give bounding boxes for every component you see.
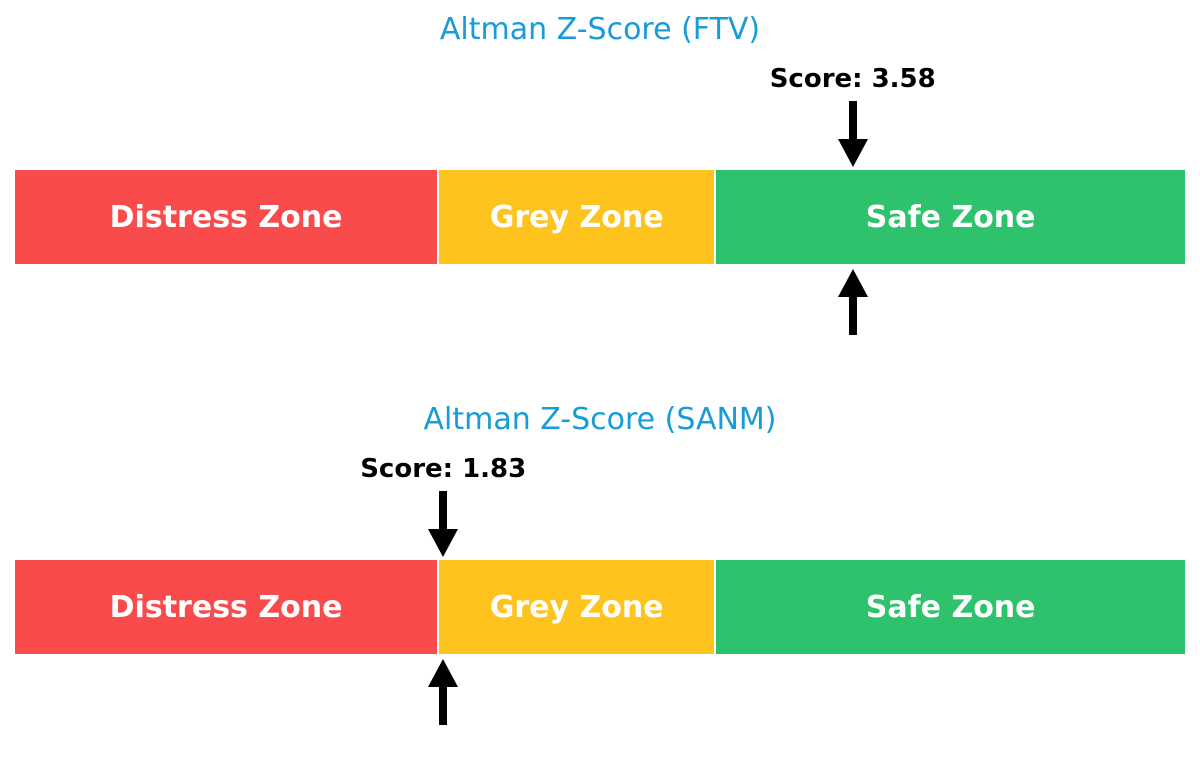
score-up-arrow-icon	[426, 659, 460, 725]
zone-grey-label: Grey Zone	[489, 199, 664, 235]
zone-grey-label: Grey Zone	[489, 589, 664, 625]
score-down-arrow-icon	[836, 101, 870, 167]
score-label: Score: 1.83	[360, 454, 527, 484]
zone-grey: Grey Zone	[439, 170, 715, 264]
chart-title: Altman Z-Score (FTV)	[439, 12, 761, 47]
plot-area: Score: 3.58 Distress Zone Grey Zone Safe…	[15, 48, 1185, 336]
zone-safe-label: Safe Zone	[865, 199, 1036, 235]
arrow-row-above	[15, 98, 1185, 170]
altman-zscore-chart-sanm: Altman Z-Score (SANM) Score: 1.83 Distre…	[0, 336, 1200, 726]
score-row: Score: 3.58	[15, 48, 1185, 98]
plot-area: Score: 1.83 Distress Zone Grey Zone Safe…	[15, 438, 1185, 726]
altman-zscore-chart-ftv: Altman Z-Score (FTV) Score: 3.58 Distres…	[0, 0, 1200, 336]
zone-safe: Safe Zone	[716, 560, 1185, 654]
zone-distress-label: Distress Zone	[109, 589, 343, 625]
chart-title: Altman Z-Score (SANM)	[423, 402, 777, 437]
arrow-row-above	[15, 488, 1185, 560]
score-label: Score: 3.58	[769, 64, 936, 94]
arrow-row-below	[15, 654, 1185, 726]
score-up-arrow-icon	[836, 269, 870, 335]
score-down-arrow-icon	[426, 491, 460, 557]
zone-bar: Distress Zone Grey Zone Safe Zone	[15, 560, 1185, 654]
zone-distress: Distress Zone	[15, 170, 438, 264]
score-row: Score: 1.83	[15, 438, 1185, 488]
zone-safe-label: Safe Zone	[865, 589, 1036, 625]
zone-distress: Distress Zone	[15, 560, 438, 654]
zone-distress-label: Distress Zone	[109, 199, 343, 235]
arrow-row-below	[15, 264, 1185, 336]
zone-grey: Grey Zone	[439, 560, 715, 654]
zone-safe: Safe Zone	[716, 170, 1185, 264]
zone-bar: Distress Zone Grey Zone Safe Zone	[15, 170, 1185, 264]
